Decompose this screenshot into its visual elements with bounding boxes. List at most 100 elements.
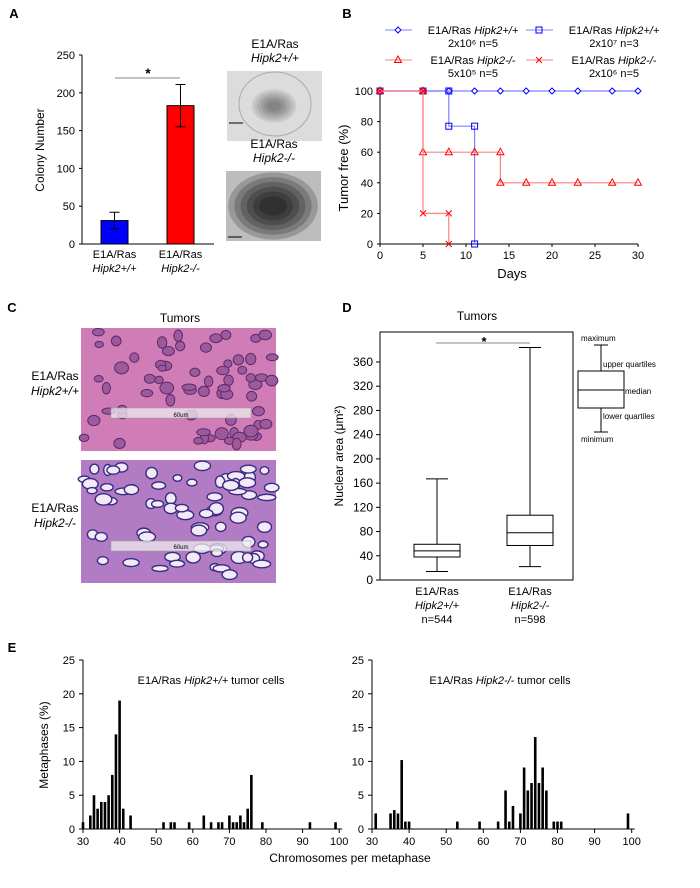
colony [259,196,287,216]
nucleus [154,375,164,385]
histogram-bar [246,808,249,829]
x-marker [419,210,427,217]
nucleus [175,340,186,352]
panel-label: E [8,640,17,655]
histogram-bar [121,808,125,829]
nucleus [193,460,212,472]
diamond-marker [394,26,402,34]
legend-label-part: Hipk2+/+ [474,25,519,37]
nucleus [151,564,169,573]
x-tick-label-part: Hipk2-/- [161,263,200,275]
histogram-bar [537,783,541,829]
x-tick-label-part: E1A/Ras [159,249,203,261]
series-diamond: E1A/Ras Hipk2+/+2x10⁶ n=5 [376,25,642,95]
nucleus [174,503,190,513]
histogram-bar [235,822,239,829]
panel-title: Tumors [160,311,200,325]
nucleus [257,540,269,549]
box [413,478,461,573]
x-tick-label: E1A/Ras [159,249,203,261]
y-tick-label: 100 [355,86,373,98]
series-line [380,90,450,244]
chart-title: E1A/Ras Hipk2-/- tumor cells [429,675,571,687]
triangle-marker [547,177,557,186]
histogram-bar [511,806,515,829]
nucleus [157,364,167,372]
nucleus [243,424,259,438]
nucleus [259,418,273,430]
significance-star: * [145,65,151,81]
y-tick-label: 360 [353,355,373,369]
colony [254,91,294,121]
nucleus [245,352,257,366]
panel-b-survival-chart: 0 20 40 60 80 100 0 5 10 15 20 25 30 Days Tumor free (… [336,25,660,281]
nucleus [265,353,279,362]
histogram-bar [541,767,544,829]
nucleus [151,481,167,490]
x-tick-label: 30 [632,250,644,262]
x-tick-label: 70 [223,836,235,848]
y-tick-label: 40 [360,549,374,563]
x-tick-label: 0 [377,250,383,262]
x-tick-label-part: Hipk2+/+ [92,263,137,275]
histology-image: 60um [77,460,280,583]
histogram-bar [533,737,537,829]
histogram-bar [545,790,548,829]
colony-image [226,171,321,241]
colony [228,172,318,240]
triangle-marker [444,147,454,156]
diamond-marker [574,87,582,95]
nucleus [185,551,201,564]
x-tick-label: 40 [113,836,125,848]
nucleus [94,492,113,506]
y-tick-label: 10 [352,756,364,768]
legend-label: 2x10⁷ n=3 [589,38,639,50]
square-marker [535,26,543,34]
chart-title-part: tumor cells [514,675,571,687]
panel-e-right-histogram: 0 5 10 15 20 25 30 40 50 60 70 80 90 100 E1A/Ras Hipk2… [352,655,641,848]
series-line [380,90,476,244]
nucleus [172,474,183,482]
nucleus [231,437,242,451]
colony [246,186,300,226]
y-tick-label: 120 [353,500,373,514]
significance-star: * [481,334,487,349]
nucleus [252,559,272,569]
nucleus [232,354,244,366]
histogram-bar [173,822,176,829]
y-axis-label: Metaphases (%) [37,701,51,788]
panel-label: B [342,6,351,21]
image-label: Hipk2+/+ [251,51,299,65]
y-tick-label: 160 [353,476,373,490]
diamond-marker [496,87,505,95]
histogram-bar [96,808,99,829]
diamond-marker [470,87,479,95]
histogram-bar [374,813,378,829]
legend-label: 5x10⁵ n=5 [448,68,498,80]
y-tick-label: 50 [63,201,75,213]
bar [166,105,195,245]
histogram-bar [392,810,396,829]
diamond-marker [608,87,616,95]
nucleus [257,493,277,502]
x-tick-label: 90 [588,836,600,848]
x-tick-label: E1A/Ras [508,586,552,598]
histogram-bar [308,822,312,829]
histogram-bar [110,774,114,829]
scale-bar-label: 60um [173,545,188,551]
plot-frame [379,331,574,581]
y-tick-label: 200 [57,88,75,100]
panel-a-bar-chart: 0 50 100 150 200 250 Colony Number E1A/Ras Hipk2… [33,50,214,275]
x-tick-label: 90 [296,836,308,848]
legend-label-part: Hipk2-/- [618,55,657,67]
nucleus [214,521,227,533]
key-label: median [625,387,651,396]
nucleus [89,463,100,475]
legend-label: 2x10⁶ n=5 [589,68,639,80]
boxplot-key: maximum upper quartiles median lower quarti… [577,334,656,444]
nucleus [241,552,254,563]
histogram-bar [239,815,242,829]
y-tick-label: 0 [69,239,75,251]
nucleus [168,559,186,568]
